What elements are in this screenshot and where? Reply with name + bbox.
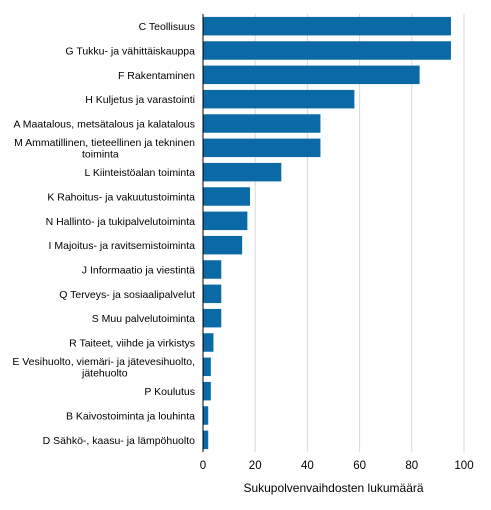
category-label: L Kiinteistöalan toiminta	[84, 167, 195, 179]
x-tick-label: 60	[353, 460, 366, 472]
bar	[203, 235, 243, 255]
category-label: K Rahoitus- ja vakuutustoiminta	[47, 192, 195, 204]
bar	[203, 162, 282, 182]
category-label: P Koulutus	[144, 386, 195, 398]
category-label: N Hallinto- ja tukipalvelutoiminta	[46, 216, 196, 228]
bars	[203, 16, 451, 450]
bar	[203, 65, 420, 85]
bar	[203, 308, 222, 328]
category-label: C Teollisuus	[139, 21, 195, 33]
category-label: H Kuljetus ja varastointi	[85, 94, 195, 106]
category-label-line: B Kaivostoiminta ja louhinta	[66, 411, 195, 423]
bar	[203, 211, 248, 231]
category-label: J Informaatio ja viestintä	[82, 265, 195, 277]
category-label: F Rakentaminen	[118, 70, 195, 82]
category-label: D Sähkö-, kaasu- ja lämpöhuolto	[43, 435, 195, 447]
category-label: Q Terveys- ja sosiaalipalvelut	[59, 289, 195, 301]
category-label: E Vesihuolto, viemäri- ja jätevesihuolto…	[12, 356, 195, 380]
category-label-line: jätehuolto	[81, 368, 128, 380]
bar	[203, 41, 451, 60]
bar	[203, 89, 355, 109]
category-label-line: E Vesihuolto, viemäri- ja jätevesihuolto…	[12, 356, 195, 368]
category-label-line: J Informaatio ja viestintä	[82, 265, 195, 277]
category-label-line: H Kuljetus ja varastointi	[85, 94, 195, 106]
gridlines	[254, 14, 465, 452]
category-label-line: G Tukku- ja vähittäiskauppa	[65, 46, 195, 58]
x-tick-labels: 0 20 40 60 80 100	[200, 460, 474, 472]
x-axis-title: Sukupolvenvaihdosten lukumäärä	[243, 481, 423, 495]
bar	[203, 333, 214, 352]
category-labels: C Teollisuus G Tukku- ja vähittäiskauppa F…	[12, 21, 195, 447]
category-label: G Tukku- ja vähittäiskauppa	[65, 46, 195, 58]
bar	[203, 138, 321, 158]
category-label: S Muu palvelutoiminta	[92, 313, 195, 325]
x-tick-label: 100	[454, 460, 473, 472]
bar	[203, 357, 211, 377]
category-label-line: A Maatalous, metsätalous ja kalatalous	[13, 119, 195, 131]
bar	[203, 406, 209, 425]
category-label-line: Q Terveys- ja sosiaalipalvelut	[59, 289, 195, 301]
category-label: M Ammatillinen, tieteellinen ja tekninen…	[14, 137, 195, 161]
bar	[203, 381, 211, 401]
x-tick-label: 20	[249, 460, 262, 472]
x-tick-label: 40	[301, 460, 314, 472]
category-label-line: N Hallinto- ja tukipalvelutoiminta	[46, 216, 196, 228]
bar	[203, 16, 451, 36]
bar	[203, 187, 250, 206]
category-label: I Majoitus- ja ravitsemistoiminta	[49, 240, 196, 252]
category-label-line: I Majoitus- ja ravitsemistoiminta	[49, 240, 196, 252]
bar	[203, 284, 222, 304]
bar	[203, 114, 321, 133]
category-label: R Taiteet, viihde ja virkistys	[69, 338, 195, 350]
category-label-line: M Ammatillinen, tieteellinen ja tekninen	[14, 137, 195, 149]
category-label-line: S Muu palvelutoiminta	[92, 313, 195, 325]
x-tick-label: 0	[200, 460, 206, 472]
category-label-line: L Kiinteistöalan toiminta	[84, 167, 195, 179]
category-label: B Kaivostoiminta ja louhinta	[66, 411, 195, 423]
category-label-line: K Rahoitus- ja vakuutustoiminta	[47, 192, 195, 204]
category-label-line: toiminta	[82, 149, 119, 161]
category-label-line: P Koulutus	[144, 386, 195, 398]
x-tick-label: 80	[405, 460, 418, 472]
category-label: A Maatalous, metsätalous ja kalatalous	[13, 119, 195, 131]
category-label-line: R Taiteet, viihde ja virkistys	[69, 338, 195, 350]
bar	[203, 430, 209, 450]
bar	[203, 260, 222, 279]
category-label-line: D Sähkö-, kaasu- ja lämpöhuolto	[43, 435, 195, 447]
category-label-line: C Teollisuus	[139, 21, 195, 33]
category-label-line: F Rakentaminen	[118, 70, 195, 82]
